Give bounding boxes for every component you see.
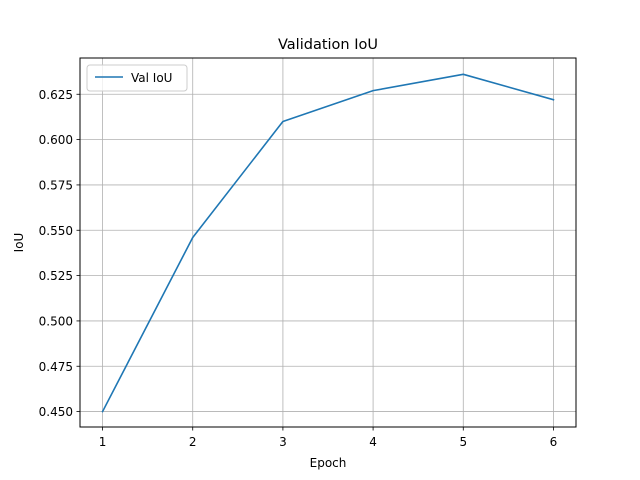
y-axis-title: IoU [12,233,26,253]
y-tick-label: 0.475 [39,360,73,374]
x-tick-label: 5 [459,435,467,449]
y-tick-label: 0.575 [39,178,73,192]
axis-ticks: 1 2 3 4 5 6 0.450 0.475 0.500 0.525 0.550 0.575 0.60… [39,88,558,449]
y-tick-label: 0.550 [39,224,73,238]
series-layer [101,73,555,413]
plot-frame [79,57,577,428]
x-tick-label: 4 [369,435,377,449]
chart-title: Validation IoU [278,37,378,53]
y-tick-label: 0.450 [39,405,73,419]
y-tick-label: 0.500 [39,314,73,328]
x-tick-label: 6 [550,435,558,449]
y-tick-label: 0.625 [39,88,73,102]
x-axis-title: Epoch [310,456,347,470]
legend-label-val-iou: Val IoU [131,71,172,85]
series-line-val-iou [101,73,555,413]
y-tick-label: 0.600 [39,133,73,147]
x-tick-label: 3 [279,435,287,449]
legend: Val IoU [86,64,188,92]
grid-lines [80,58,576,427]
x-tick-label: 2 [189,435,197,449]
y-tick-label: 0.525 [39,269,73,283]
legend-box [86,64,188,92]
x-tick-label: 1 [99,435,107,449]
